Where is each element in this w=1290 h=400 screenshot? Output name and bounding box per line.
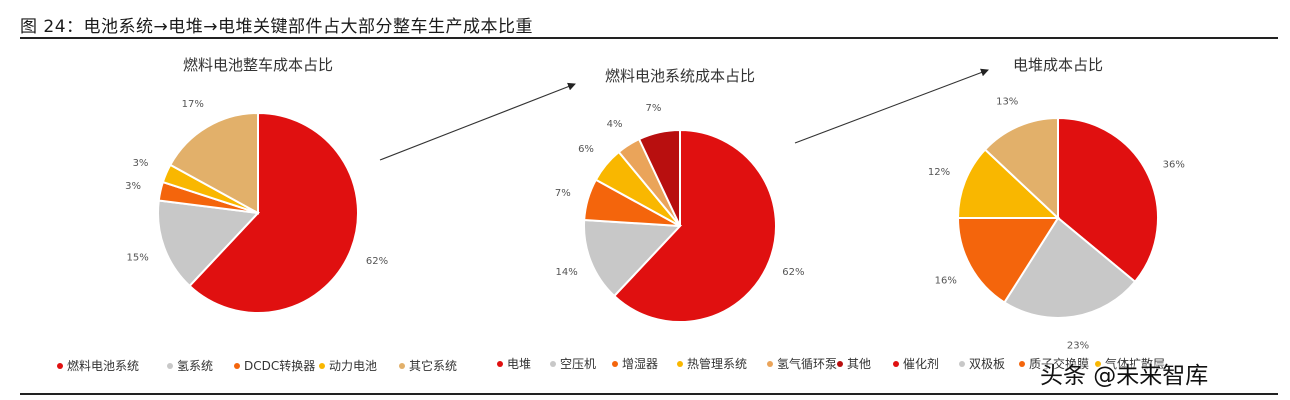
legend-marker: [1019, 361, 1025, 367]
flow-arrow: [794, 68, 989, 144]
vehicle-cost-pie-chart: 燃料电池整车成本占比 62% 15% 3% 3% 17% 燃料电池系统 氢系统 DCDC转换器动…: [57, 56, 457, 373]
chart-title: 电堆成本占比: [1013, 56, 1103, 74]
flow-arrows: [379, 68, 989, 161]
slice-data-label: 36%: [1163, 160, 1185, 171]
slice-data-label: 12%: [928, 167, 950, 178]
pie-slice: [169, 111, 259, 215]
legend-item-label: 氢气循环泵: [777, 356, 837, 371]
slice-data-label: 23%: [1067, 340, 1089, 351]
slice-data-label: 15%: [126, 252, 148, 263]
legend-item-label: 电堆: [507, 357, 531, 371]
legend-item-label: 氢系统: [177, 358, 213, 373]
legend-item-label: 其他: [847, 357, 871, 371]
pie-slice: [956, 217, 1060, 304]
chart-title: 燃料电池系统成本占比: [605, 67, 755, 85]
bottom-divider: [20, 393, 1278, 395]
legend-marker: [319, 363, 325, 369]
legend-item-label: DCDC转换器: [244, 358, 315, 373]
slice-data-label: 14%: [555, 267, 577, 278]
fuel-cell-system-cost-pie-chart: 燃料电池系统成本占比 62% 14% 7% 6% 4% 7% 电堆 空压机 增湿器 热管理系统 氢气循…: [497, 67, 871, 371]
slice-data-label: 7%: [645, 103, 661, 114]
pie-slice: [1057, 116, 1159, 284]
legend-marker: [767, 361, 773, 367]
pie-slice: [583, 218, 683, 298]
watermark: 头条 @未来智库: [1040, 363, 1209, 389]
pie-slice: [188, 111, 359, 314]
flow-arrow: [379, 82, 576, 161]
legend-marker: [893, 361, 899, 367]
slice-data-label: 3%: [125, 181, 141, 192]
legend-item-label: 催化剂: [903, 356, 939, 371]
slice-data-label: 62%: [782, 267, 804, 278]
legend-marker: [959, 361, 965, 367]
legend-marker: [57, 363, 63, 369]
legend-item-label: 质子交换膜: [1029, 356, 1089, 371]
legend-item-label: 增湿器: [622, 356, 658, 371]
figure-title: 图 24：电池系统→电堆→电堆关键部件占大部分整车生产成本比重: [20, 17, 534, 37]
legend-marker: [1095, 361, 1101, 367]
legend-marker: [497, 361, 503, 367]
legend-marker: [837, 361, 843, 367]
slice-data-label: 62%: [366, 256, 388, 267]
pie-slice: [157, 199, 261, 288]
legend-item-label: 空压机: [560, 357, 596, 371]
legend-item-label: 其它系统: [409, 358, 457, 373]
slice-data-label: 7%: [555, 188, 571, 199]
slice-data-label: 3%: [133, 158, 149, 169]
legend-marker: [550, 361, 556, 367]
stack-cost-pie-chart: 电堆成本占比 36% 23% 16% 12% 13% 催化剂 双极板 质子交换膜 气体扩散层: [893, 56, 1185, 371]
pie-slice: [612, 128, 777, 323]
slice-data-label: 17%: [182, 99, 204, 110]
slice-data-label: 13%: [996, 97, 1018, 108]
legend-item-label: 热管理系统: [687, 356, 747, 371]
slice-data-label: 6%: [578, 144, 594, 155]
slice-data-label: 4%: [607, 119, 623, 130]
pie-slice: [956, 148, 1061, 219]
pie-slice: [637, 128, 681, 227]
legend-item-label: 动力电池: [329, 359, 377, 373]
pie-slice: [983, 116, 1059, 221]
legend-item-label: 双极板: [969, 357, 1005, 371]
pie-slice: [1003, 216, 1137, 319]
legend-marker: [399, 363, 405, 369]
chart-title: 燃料电池整车成本占比: [183, 56, 333, 74]
legend-marker: [612, 361, 618, 367]
legend-item-label: 燃料电池系统: [67, 358, 139, 373]
slice-data-label: 16%: [935, 276, 957, 287]
legend-marker: [677, 361, 683, 367]
legend-item-label: 气体扩散层: [1105, 356, 1165, 371]
title-divider: [20, 37, 1278, 39]
legend-marker: [234, 363, 240, 369]
legend-marker: [167, 363, 173, 369]
